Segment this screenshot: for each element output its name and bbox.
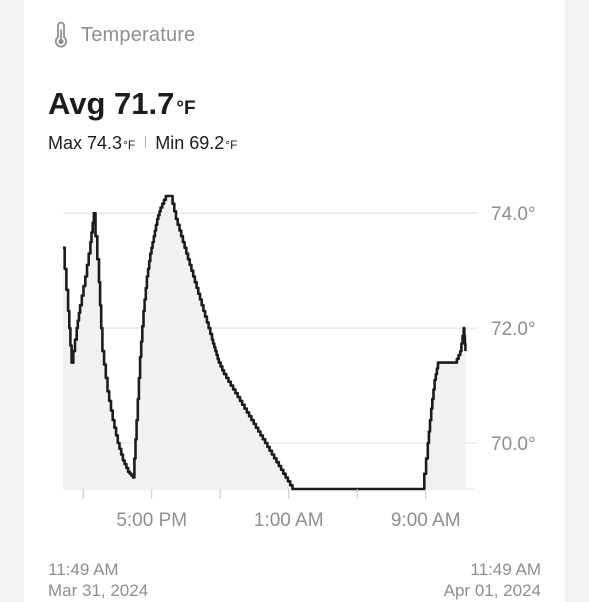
thermometer-icon [54, 22, 68, 48]
avg-label: Avg [48, 86, 106, 121]
temperature-card [24, 0, 565, 602]
average-temperature: Avg 71.7 °F [48, 86, 196, 122]
range-start-date: Mar 31, 2024 [48, 581, 149, 600]
temperature-series-line [63, 194, 467, 491]
card-header: Temperature [50, 22, 195, 48]
x-tick-label: 5:00 PM [116, 510, 187, 531]
y-tick-label: 74.0° [491, 204, 536, 225]
avg-unit: °F [176, 98, 196, 119]
avg-value: 71.7 [114, 86, 175, 121]
max-value: 74.3 [87, 133, 123, 153]
max-unit: °F [123, 138, 136, 152]
card-title: Temperature [81, 23, 196, 46]
axis-layer: 74.0° 72.0° 70.0° 5:00 PM 1:00 AM 9:00 AM [82, 204, 536, 531]
min-label: Min [155, 133, 185, 153]
y-tick-label: 72.0° [491, 319, 536, 340]
range-start: 11:49 AM Mar 31, 2024 [48, 559, 148, 601]
x-tick-label: 1:00 AM [254, 510, 324, 531]
min-unit: °F [225, 138, 238, 152]
max-min-divider [145, 136, 147, 148]
range-end-date: Apr 01, 2024 [443, 581, 541, 600]
range-end-time: 11:49 AM [470, 560, 541, 579]
y-tick-label: 70.0° [491, 434, 536, 455]
range-end: 11:49 AM Apr 01, 2024 [444, 559, 541, 601]
temperature-area-fill [63, 196, 466, 489]
min-value: 69.2 [189, 133, 225, 153]
max-min-summary: Max 74.3°F Min 69.2°F [48, 133, 237, 154]
max-label: Max [48, 133, 83, 153]
x-tick-label: 9:00 AM [391, 510, 461, 531]
range-start-time: 11:49 AM [48, 560, 119, 579]
